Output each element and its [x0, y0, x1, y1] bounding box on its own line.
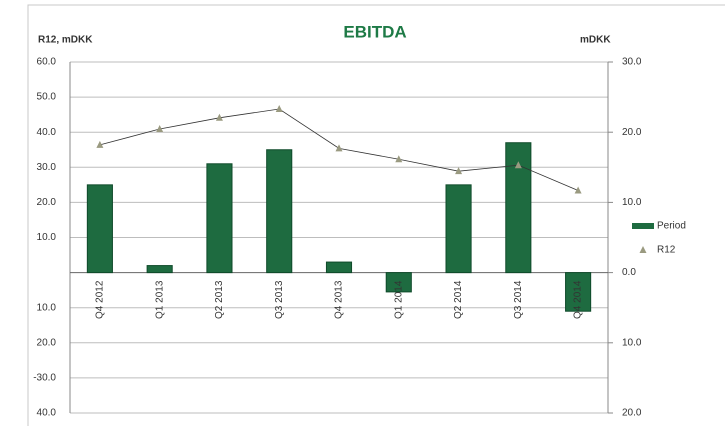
- y-tick-label: 10.0: [37, 232, 57, 243]
- legend-swatch: [632, 223, 654, 229]
- legend-label: R12: [657, 245, 676, 256]
- x-tick-label: Q2 2013: [214, 280, 225, 319]
- y2-tick-label: 20.0: [622, 408, 642, 419]
- y2-tick-label: 0.0: [622, 267, 636, 278]
- y-tick-label: -30.0: [33, 373, 56, 384]
- y2-tick-label: 30.0: [622, 57, 642, 68]
- y2-tick-label: 20.0: [622, 127, 642, 138]
- y-axis-label: R12, mDKK: [38, 35, 93, 46]
- chart-border: [27, 4, 725, 426]
- y-tick-label: 60.0: [37, 57, 57, 68]
- y-tick-label: 40.0: [37, 127, 57, 138]
- bar: [385, 272, 412, 293]
- chart-title: EBITDA: [343, 22, 406, 41]
- marker: [275, 105, 283, 113]
- legend-label: Period: [657, 221, 686, 232]
- legend-swatch: [639, 246, 647, 253]
- marker: [395, 155, 403, 163]
- bar: [146, 265, 173, 274]
- marker: [574, 186, 582, 194]
- marker: [156, 125, 164, 133]
- y2-tick-label: 10.0: [622, 197, 642, 208]
- marker: [514, 161, 522, 169]
- bar: [445, 184, 472, 274]
- marker: [96, 140, 104, 148]
- bar: [86, 184, 113, 274]
- y-tick-label: 40.0: [37, 408, 57, 419]
- bar: [206, 163, 233, 274]
- marker: [215, 113, 223, 121]
- x-tick-label: Q3 2013: [274, 280, 285, 319]
- y-tick-label: 50.0: [37, 92, 57, 103]
- bar: [565, 272, 592, 312]
- y-tick-label: 30.0: [37, 162, 57, 173]
- y-tick-label: 10.0: [37, 302, 57, 313]
- y-tick-label: 20.0: [37, 337, 57, 348]
- x-tick-label: Q4 2012: [95, 280, 106, 319]
- marker: [335, 144, 343, 152]
- x-tick-label: Q4 2014: [573, 280, 584, 319]
- bar: [325, 261, 353, 274]
- x-tick-label: Q1 2014: [393, 280, 404, 319]
- x-tick-label: Q1 2013: [154, 280, 165, 319]
- y-tick-label: 20.0: [37, 197, 57, 208]
- x-tick-label: Q2 2014: [453, 280, 464, 319]
- x-tick-label: Q3 2014: [513, 280, 524, 319]
- y2-tick-label: 10.0: [622, 337, 642, 348]
- y2-axis-label: mDKK: [580, 35, 611, 46]
- bar: [266, 149, 293, 274]
- x-tick-label: Q4 2013: [334, 280, 345, 319]
- marker: [455, 167, 463, 175]
